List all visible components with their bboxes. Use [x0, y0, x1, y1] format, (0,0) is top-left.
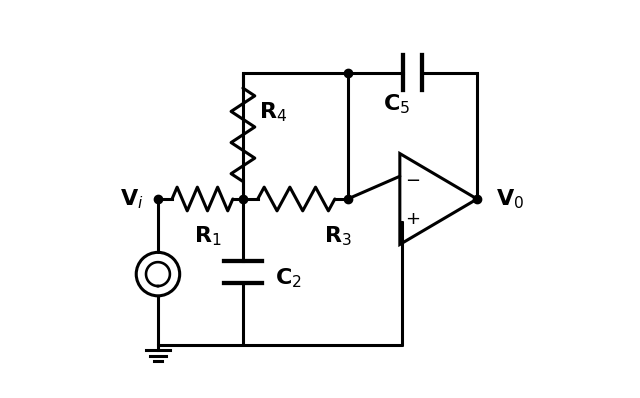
Text: V$_0$: V$_0$	[496, 187, 524, 211]
Text: C$_5$: C$_5$	[383, 92, 410, 116]
Text: V$_i$: V$_i$	[120, 187, 144, 211]
Text: $+$: $+$	[404, 211, 420, 228]
Text: R$_4$: R$_4$	[259, 100, 287, 124]
Text: C$_2$: C$_2$	[275, 266, 301, 290]
Text: $-$: $-$	[404, 170, 420, 187]
Text: R$_3$: R$_3$	[324, 225, 352, 248]
Text: R$_1$: R$_1$	[193, 225, 221, 248]
